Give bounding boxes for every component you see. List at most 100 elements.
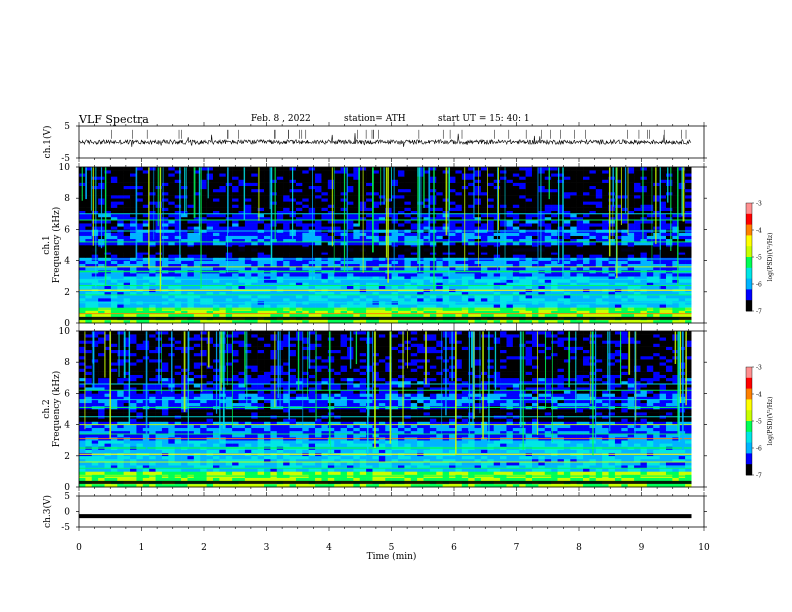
spectrogram-cell <box>634 319 641 324</box>
spectrogram-cell <box>665 188 673 193</box>
spectrogram-cell <box>557 195 565 199</box>
spectrogram-cell <box>142 182 150 187</box>
spectrogram-cell <box>468 313 475 318</box>
spectrogram-cell <box>264 304 271 308</box>
spectrogram-cell <box>614 238 622 243</box>
spectrogram-cell <box>85 273 93 277</box>
spectrogram-cell <box>104 279 112 283</box>
spectrogram-cell <box>315 260 322 265</box>
spectrogram-cell <box>576 263 584 268</box>
spectrogram-cell <box>640 294 648 299</box>
spectrogram-cell <box>634 304 641 308</box>
spectrogram-cell <box>404 167 412 171</box>
spectrogram-cell <box>614 201 622 205</box>
spectrogram-cell <box>200 276 207 280</box>
spectrogram-cell <box>398 232 405 236</box>
spectrogram-cell <box>264 210 271 215</box>
spectrogram-cell <box>487 173 495 177</box>
spectrogram-cell <box>442 273 450 277</box>
spectrogram-cell <box>334 276 341 280</box>
spectrogram-cell <box>512 176 520 180</box>
spectrogram-cell <box>308 238 316 243</box>
spectrogram-cell <box>136 195 144 199</box>
spectrogram-cell <box>283 304 290 308</box>
spectrogram-cell <box>123 188 131 193</box>
spectrogram-cell <box>257 195 265 199</box>
spectrogram-cell <box>417 254 424 258</box>
spectrogram-cell <box>149 313 156 318</box>
spectrogram-cell <box>589 204 597 208</box>
spectrogram-cell <box>449 201 456 205</box>
spectrogram-cell <box>449 220 456 224</box>
spectrogram-cell <box>429 266 437 271</box>
spectrogram-cell <box>525 201 533 205</box>
spectrogram-cell <box>576 319 584 324</box>
spectrogram-cell <box>672 279 680 283</box>
spectrogram-cell <box>308 220 316 224</box>
spectrogram-cell <box>531 298 539 302</box>
spectrogram-cell <box>308 241 316 246</box>
spectrogram-cell <box>519 207 526 211</box>
spectrogram-cell <box>142 167 150 171</box>
spectrogram-cell <box>398 279 405 283</box>
spectrogram-cell <box>174 319 182 324</box>
spectrogram-cell <box>302 188 309 193</box>
spectrogram-cell <box>480 232 488 236</box>
spectrogram-cell <box>468 176 475 180</box>
spectrogram-cell <box>244 182 252 187</box>
spectrogram-cell <box>449 185 456 190</box>
spectrogram-cell <box>149 204 156 208</box>
spectrogram-cell <box>583 273 590 277</box>
spectrogram-cell <box>589 210 597 215</box>
spectrogram-cell <box>366 176 373 180</box>
spectrogram-cell <box>378 260 386 265</box>
spectrogram-cell <box>621 235 628 240</box>
spectrogram-cell <box>193 241 201 246</box>
spectrogram-cell <box>264 167 271 171</box>
spectrogram-cell <box>110 241 118 246</box>
spectrogram-cell <box>136 241 144 246</box>
spectrogram-cell <box>531 313 539 318</box>
spectrogram-cell <box>436 210 443 215</box>
spectrogram-cell <box>200 173 207 177</box>
spectrogram-cell <box>410 195 418 199</box>
spectrogram-cell <box>353 173 361 177</box>
spectrogram-cell <box>130 191 137 196</box>
spectrogram-cell <box>621 185 628 190</box>
spectrogram-cell <box>589 170 597 174</box>
spectrogram-cell <box>79 254 86 258</box>
spectrogram-cell <box>353 213 361 218</box>
spectrogram-cell <box>627 310 635 314</box>
spectrogram-cell <box>576 176 584 180</box>
spectrogram-cell <box>193 223 201 227</box>
spectrogram-cell <box>595 204 603 208</box>
spectrogram-cell <box>174 176 182 180</box>
spectrogram-cell <box>366 204 373 208</box>
spectrogram-cell <box>168 210 175 215</box>
spectrogram-cell <box>634 198 641 202</box>
spectrogram-cell <box>589 216 597 221</box>
spectrogram-cell <box>187 207 195 211</box>
spectrogram-cell <box>640 266 648 271</box>
spectrogram-cell <box>404 179 412 183</box>
spectrogram-cell <box>653 319 660 324</box>
spectrogram-cell <box>500 304 507 308</box>
spectrogram-cell <box>142 263 150 268</box>
spectrogram-cell <box>538 263 546 268</box>
spectrogram-cell <box>500 176 507 180</box>
spectrogram-cell <box>264 188 271 193</box>
spectrogram-cell <box>174 279 182 283</box>
spectrogram-cell <box>653 313 660 318</box>
spectrogram-cell <box>538 207 546 211</box>
spectrogram-cell <box>244 276 252 280</box>
spectrogram-cell <box>410 210 418 215</box>
spectrogram-cell <box>500 282 507 286</box>
spectrogram-cell <box>583 319 590 324</box>
spectrogram-cell <box>193 195 201 199</box>
spectrogram-cell <box>500 213 507 218</box>
spectrogram-cell <box>117 188 124 193</box>
spectrogram-cell <box>487 291 495 296</box>
spectrogram-cell <box>212 294 220 299</box>
spectrogram-cell <box>544 204 552 208</box>
spectrogram-cell <box>270 226 278 230</box>
